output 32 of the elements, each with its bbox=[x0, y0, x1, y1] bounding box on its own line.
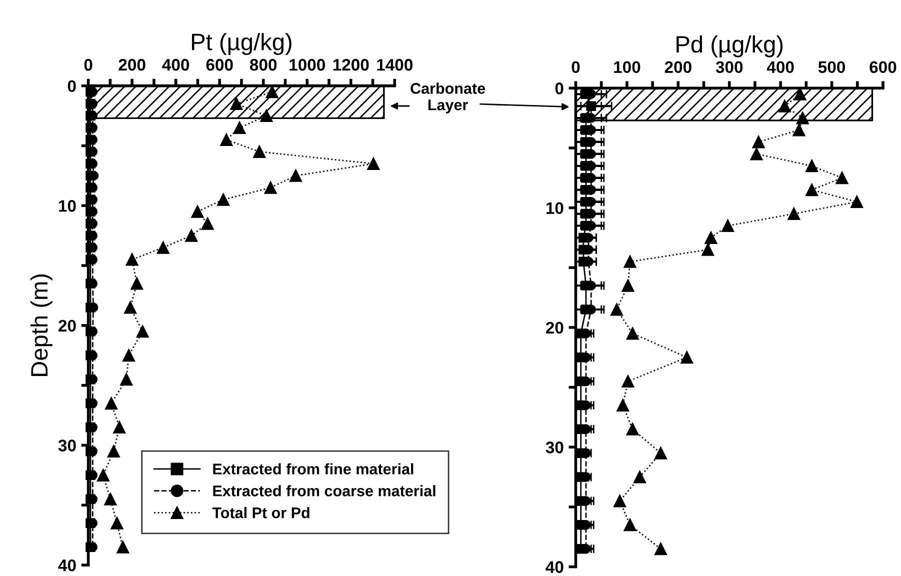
y-tick-label: 20 bbox=[58, 320, 76, 332]
band-label: Carbonate Layer bbox=[410, 82, 486, 114]
x-tick-label: 800 bbox=[250, 58, 277, 71]
x-tick-label: 400 bbox=[162, 58, 190, 71]
legend-label: Extracted from fine material bbox=[213, 463, 414, 474]
y-tick-label: 40 bbox=[58, 559, 76, 572]
y-tick-label: 20 bbox=[546, 322, 564, 334]
x-tick-label: 100 bbox=[614, 61, 640, 74]
y-tick-label: 40 bbox=[546, 561, 564, 573]
x-tick-label: 600 bbox=[870, 61, 896, 74]
y-tick-label: 0 bbox=[68, 80, 76, 92]
y-tick-label: 30 bbox=[546, 442, 564, 454]
x-tick-label: 1400 bbox=[377, 58, 412, 71]
legend-label: Extracted from coarse material bbox=[213, 485, 436, 496]
x-axis-title: Pd (µg/kg) bbox=[676, 35, 783, 58]
x-tick-label: 0 bbox=[84, 58, 92, 71]
y-tick-label: 10 bbox=[546, 202, 564, 214]
x-tick-label: 1000 bbox=[290, 58, 325, 71]
legend-label: Total Pt or Pd bbox=[212, 506, 310, 518]
x-tick-label: 200 bbox=[664, 61, 692, 74]
x-tick-label: 500 bbox=[818, 61, 845, 74]
x-tick-label: 300 bbox=[716, 61, 743, 74]
x-tick-label: 200 bbox=[118, 58, 146, 71]
x-tick-label: 1200 bbox=[333, 58, 369, 71]
y-tick-label: 30 bbox=[58, 440, 76, 452]
x-axis-title: Pt (µg/kg) bbox=[192, 33, 292, 56]
x-tick-label: 400 bbox=[766, 61, 794, 74]
y-tick-label: 10 bbox=[59, 200, 76, 212]
x-tick-label: 0 bbox=[572, 61, 580, 74]
y-tick-label: 0 bbox=[555, 82, 564, 94]
y-axis-title: Depth (m) bbox=[30, 274, 52, 376]
x-tick-label: 600 bbox=[206, 58, 233, 71]
